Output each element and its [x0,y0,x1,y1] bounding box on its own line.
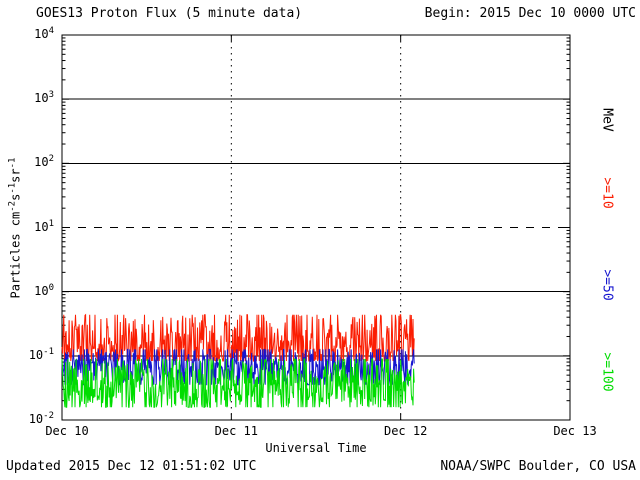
y-tick-label: 10-1 [28,346,54,362]
updated-timestamp: Updated 2015 Dec 12 01:51:02 UTC [6,459,257,474]
begin-timestamp: Begin: 2015 Dec 10 0000 UTC [424,6,636,21]
flux-trace-gege100 [61,358,415,408]
y-tick-label: 10-2 [28,411,54,426]
y-tick-label: 104 [34,26,54,41]
x-tick-label: Dec 10 [45,424,89,438]
x-tick-label: Dec 13 [553,424,597,438]
y-tick-label: 103 [34,90,54,106]
y-tick-label: 100 [34,282,54,298]
credit-label: NOAA/SWPC Boulder, CO USA [440,459,636,474]
x-tick-label: Dec 12 [383,424,428,438]
y-tick-label: 101 [34,218,54,234]
x-axis-label: Universal Time [265,441,367,455]
series-label-ge100-mev: >=100 [599,352,615,392]
x-tick-label: Dec 11 [214,424,259,438]
series-label-ge50-mev: >=50 [599,269,615,301]
series-label-ge10-mev: >=10 [599,177,615,209]
right-axis-unit-label: MeV [599,108,615,132]
flux-trace-gege10 [61,313,415,363]
y-tick-label: 102 [34,154,54,170]
chart-title: GOES13 Proton Flux (5 minute data) [36,6,303,21]
